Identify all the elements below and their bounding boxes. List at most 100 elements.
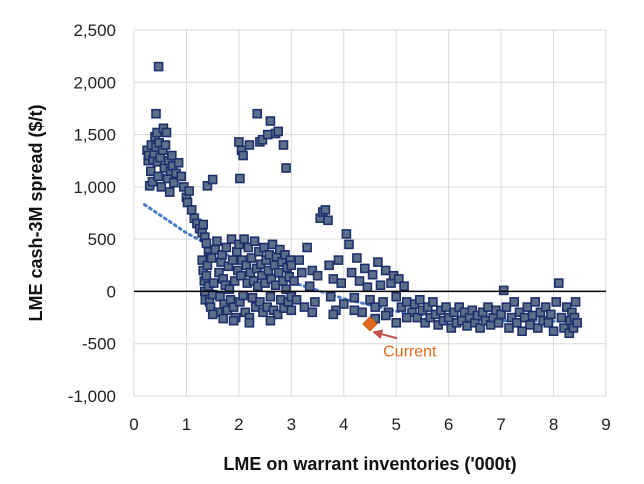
data-point — [234, 137, 244, 147]
x-tick-label: 3 — [287, 415, 296, 434]
data-point — [234, 239, 244, 250]
data-point — [221, 242, 232, 253]
data-point — [151, 108, 161, 119]
data-point — [328, 309, 339, 320]
highlight-layer — [362, 316, 378, 332]
data-point — [462, 321, 472, 331]
y-tick-label: 1,500 — [73, 126, 116, 145]
x-tick-label: 8 — [549, 415, 558, 434]
data-point — [375, 280, 386, 291]
data-point — [493, 317, 504, 328]
data-point — [346, 267, 357, 278]
data-point — [218, 313, 228, 324]
data-point — [323, 215, 333, 226]
data-point — [352, 253, 362, 263]
data-point — [420, 317, 430, 328]
data-point — [396, 302, 407, 312]
data-point — [286, 305, 297, 316]
data-point — [244, 317, 255, 328]
data-point — [146, 166, 156, 176]
data-points — [142, 61, 583, 339]
data-point — [265, 291, 276, 302]
data-point — [236, 270, 246, 281]
data-point — [186, 205, 197, 215]
data-point — [244, 140, 255, 150]
data-point — [527, 310, 538, 321]
data-point — [239, 234, 249, 244]
data-point — [559, 323, 569, 333]
data-point — [370, 302, 381, 312]
data-point — [206, 253, 217, 263]
data-point — [278, 140, 289, 150]
data-point — [229, 276, 240, 286]
data-point — [272, 309, 283, 320]
data-point — [359, 263, 370, 274]
y-tick-label: -1,000 — [68, 387, 116, 406]
data-point — [556, 312, 567, 323]
data-point — [514, 307, 525, 318]
data-point — [201, 270, 212, 281]
data-point — [540, 302, 551, 312]
x-axis-title: LME on warrant inventories ('000t) — [223, 454, 516, 474]
data-point — [291, 294, 302, 305]
data-point — [496, 309, 506, 320]
tick-labels: 0 1 2 3 4 5 6 7 8 9 -1,000 -500 0 500 1,000 1,500 2,000 2… — [68, 21, 611, 434]
data-point — [530, 297, 541, 307]
data-point — [304, 281, 315, 292]
data-point — [446, 323, 457, 333]
data-point — [262, 129, 273, 140]
data-point — [532, 323, 543, 333]
x-tick-label: 4 — [339, 415, 348, 434]
data-point — [273, 267, 284, 278]
data-point — [296, 267, 307, 278]
data-point — [249, 236, 260, 246]
annotation-layer: Current — [372, 329, 437, 360]
data-point — [312, 270, 323, 281]
data-point — [572, 317, 583, 328]
data-point — [156, 182, 167, 192]
data-point — [454, 302, 465, 312]
data-point — [501, 302, 512, 312]
data-point — [422, 302, 433, 312]
data-point — [161, 127, 172, 138]
data-point — [509, 297, 520, 307]
data-point — [257, 135, 268, 145]
data-point — [265, 116, 276, 126]
data-point — [546, 309, 556, 320]
data-point — [147, 176, 158, 187]
y-tick-label: -500 — [82, 335, 116, 354]
x-tick-label: 2 — [234, 415, 243, 434]
data-point — [238, 290, 248, 301]
y-tick-label: 0 — [107, 282, 116, 301]
data-point — [401, 297, 412, 307]
data-point — [207, 174, 218, 185]
data-point — [349, 292, 360, 303]
data-point — [197, 255, 207, 265]
annotation-label: Current — [383, 343, 437, 360]
data-point — [357, 307, 367, 318]
data-point — [208, 278, 219, 288]
data-point — [475, 323, 485, 333]
data-point — [169, 177, 179, 188]
data-point — [517, 326, 527, 337]
data-point — [281, 284, 291, 295]
data-point — [310, 297, 320, 307]
data-point — [498, 285, 509, 296]
data-point — [238, 150, 248, 161]
data-point — [227, 255, 238, 265]
data-point — [543, 317, 554, 328]
data-point — [281, 163, 291, 173]
data-point — [167, 150, 177, 161]
data-point — [380, 310, 391, 321]
data-point — [294, 255, 305, 265]
data-point — [325, 291, 336, 302]
data-point — [506, 312, 517, 323]
data-point — [153, 61, 164, 72]
data-point — [561, 302, 572, 312]
data-point — [176, 171, 186, 182]
current-point — [362, 316, 378, 332]
data-point — [212, 236, 222, 246]
data-point — [226, 234, 237, 244]
data-point — [551, 297, 562, 307]
